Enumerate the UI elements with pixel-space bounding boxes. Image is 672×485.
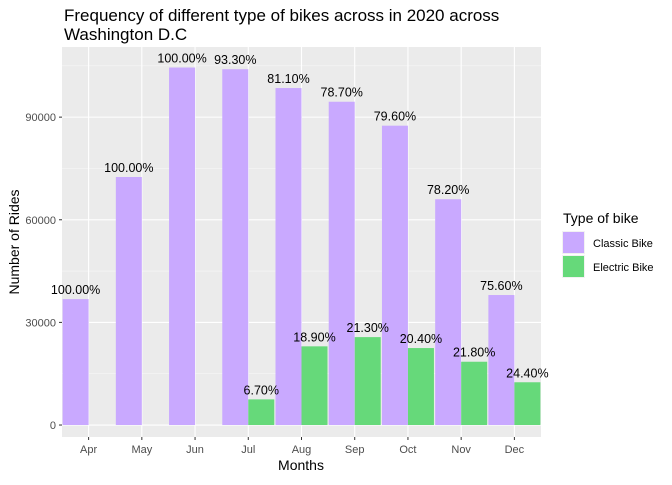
x-tick-label: Jul [241, 444, 255, 456]
y-axis: 0 30000 60000 90000 [25, 112, 62, 432]
x-tick-label: Nov [451, 444, 471, 456]
x-tick-label: Aug [292, 444, 312, 456]
bar-electric-bike [461, 361, 488, 426]
legend: Type of bike Classic Bike Electric Bike [562, 210, 654, 278]
bar-classic-bike [115, 177, 142, 426]
x-tick-label: Apr [80, 444, 97, 456]
chart-title-line-2: Washington D.C [64, 25, 187, 44]
x-tick-label: Jun [186, 444, 204, 456]
bar-electric-bike [514, 382, 541, 426]
x-tick-label: Dec [505, 444, 525, 456]
bar-data-label: 21.30% [347, 321, 389, 335]
bar-data-label: 6.70% [244, 383, 279, 397]
bar-data-label: 21.80% [453, 346, 495, 360]
chart-title: Frequency of different type of bikes acr… [64, 6, 499, 44]
legend-label: Electric Bike [593, 262, 654, 274]
bar-data-label: 75.60% [480, 279, 522, 293]
y-tick-label: 60000 [25, 215, 56, 227]
x-axis: Apr May Jun Jul Aug Sep Oct Nov Dec [80, 437, 525, 456]
bar-classic-bike [328, 101, 355, 426]
bar-data-label: 78.20% [427, 183, 469, 197]
bar-data-label: 79.60% [374, 110, 416, 124]
bar-electric-bike [248, 399, 275, 426]
bar-data-label: 100.00% [104, 161, 153, 175]
y-tick-label: 30000 [25, 317, 56, 329]
y-tick-label: 0 [50, 420, 56, 432]
x-tick-label: Sep [345, 444, 365, 456]
bar-electric-bike [301, 346, 328, 426]
bar-data-label: 100.00% [157, 52, 206, 66]
x-tick-label: May [131, 444, 152, 456]
bar-electric-bike [407, 348, 434, 426]
bar-data-label: 18.90% [293, 330, 335, 344]
chart-title-line-1: Frequency of different type of bikes acr… [64, 6, 499, 25]
legend-swatch [563, 232, 584, 253]
bar-classic-bike [435, 199, 462, 426]
bar-data-label: 24.40% [506, 366, 548, 380]
bar-classic-bike [275, 88, 302, 426]
bar-labels: 100.00% 100.00% 100.00% 93.30% 81.10% 78.70% 7… [51, 52, 549, 398]
bar-electric-bike [354, 337, 381, 426]
bar-data-label: 81.10% [267, 72, 309, 86]
bar-data-label: 100.00% [51, 283, 100, 297]
bar-classic-bike [381, 125, 408, 426]
bar-classic-bike [62, 299, 89, 426]
legend-title: Type of bike [563, 210, 639, 226]
x-tick-label: Oct [399, 444, 416, 456]
legend-label: Classic Bike [593, 238, 653, 250]
x-axis-title: Months [278, 457, 324, 473]
y-tick-label: 90000 [25, 112, 56, 124]
bar-data-label: 78.70% [321, 86, 363, 100]
bar-classic-bike [222, 69, 249, 426]
legend-swatch [563, 256, 584, 277]
y-axis-title: Number of Rides [6, 189, 22, 294]
bar-classic-bike [169, 67, 196, 426]
bar-data-label: 20.40% [400, 332, 442, 346]
bar-classic-bike [488, 295, 515, 426]
bar-data-label: 93.30% [214, 53, 256, 67]
bars [62, 67, 541, 426]
